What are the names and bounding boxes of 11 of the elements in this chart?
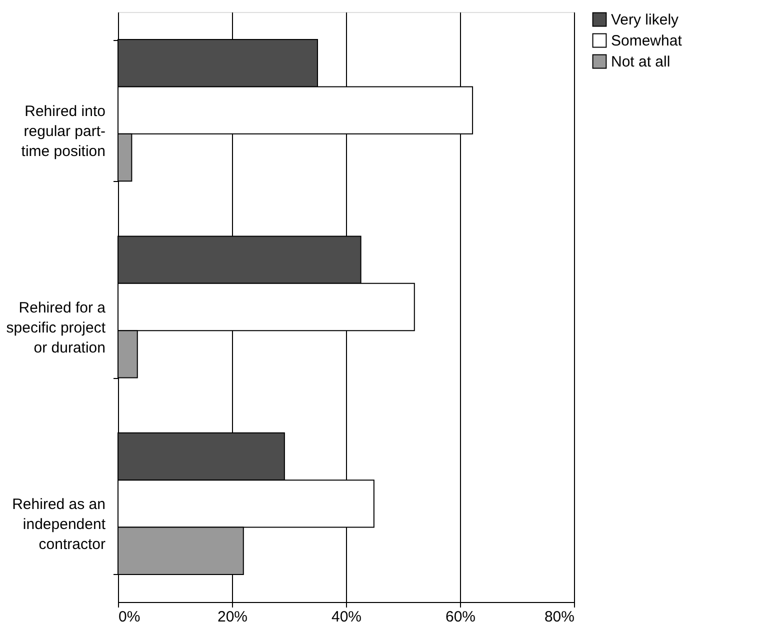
legend-label: Not at all — [611, 54, 670, 70]
x-tick-label: 20% — [217, 608, 248, 626]
legend-label: Somewhat — [611, 32, 683, 50]
y-tick-label: Rehired as an independent contractor — [12, 496, 106, 554]
x-tick-label: 60% — [445, 608, 476, 626]
x-tick-label: 80% — [544, 608, 574, 626]
x-tick-label: 40% — [331, 608, 362, 626]
legend-label: Very likely — [611, 12, 680, 28]
x-tick-label: 0% — [118, 608, 140, 626]
y-tick-label: Rehired for a specific project or duration — [6, 300, 106, 356]
y-tick-label: Rehired into regular part-time position — [21, 102, 106, 160]
